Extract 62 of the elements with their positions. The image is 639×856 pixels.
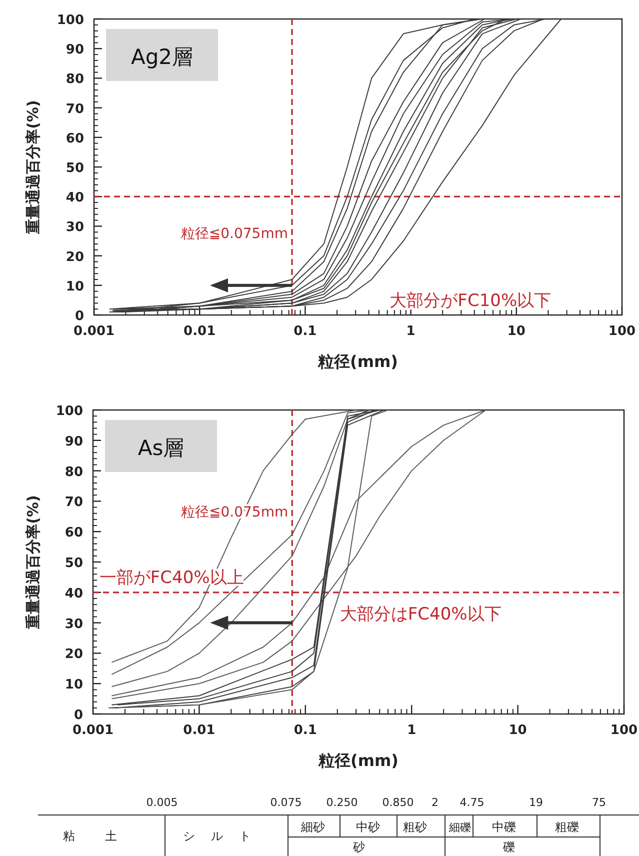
x-tick-label: 0.01 [184,324,216,339]
annotation: 大部分がFC10%以下 [390,291,552,312]
text: 0.850 [382,796,414,809]
y-tick-label: 80 [66,72,84,88]
x-tick-label: 10 [508,723,527,738]
y-tick-label: 50 [66,161,84,176]
y-axis-title: 重量通過百分率(%) [24,495,42,630]
x-tick-label: 10 [507,324,526,339]
annotation: 粒径≦0.075mm [180,226,288,242]
y-tick-label: 0 [74,309,84,324]
y-tick-label: 40 [66,190,84,206]
x-tick-label: 0.1 [294,723,317,738]
text: 細砂 [300,820,325,834]
y-tick-label: 30 [64,616,83,632]
text: Ag2層 [130,45,194,69]
x-tick-label: 1 [407,723,416,738]
y-axis-title: 重量通過百分率(%) [24,100,42,235]
y-tick-label: 100 [56,13,84,28]
y-tick-label: 40 [64,586,83,602]
text: 細礫 [448,821,471,834]
text: 0.075 [270,796,302,809]
y-tick-label: 60 [66,131,84,146]
x-axis-title: 粒径(mm) [318,751,398,770]
y-tick-label: 20 [64,647,83,662]
text: 0.005 [146,796,178,809]
text: 2 [432,796,438,809]
text: 粗礫 [555,820,579,834]
y-tick-label: 70 [66,102,84,117]
x-tick-label: 0.01 [183,723,216,738]
y-tick-label: 10 [64,678,83,693]
x-tick-label: 0.001 [72,723,114,738]
text: 粗砂 [403,820,427,834]
text: 中礫 [492,820,516,834]
text: As層 [138,436,184,460]
y-tick-label: 90 [66,42,84,58]
y-tick-label: 30 [66,220,84,236]
y-tick-label: 90 [64,434,83,450]
y-tick-label: 0 [74,708,83,723]
y-tick-label: 50 [64,556,83,571]
annotation: 一部がFC40%以上 [99,568,244,588]
y-tick-label: 10 [66,279,84,294]
text: 粘土 [63,829,147,843]
y-tick-label: 70 [64,495,83,510]
text: 0.250 [326,796,358,809]
x-tick-label: 100 [608,324,636,339]
annotation: 大部分はFC40%以下 [340,604,502,625]
text: 礫 [502,840,515,854]
text: 4.75 [460,796,484,809]
x-axis-title: 粒径(mm) [317,352,398,371]
text: シルト [183,829,267,843]
y-tick-label: 20 [66,250,84,265]
x-tick-label: 100 [610,723,638,738]
x-tick-label: 0.1 [294,324,317,339]
x-tick-label: 0.001 [73,324,115,339]
x-tick-label: 1 [406,324,416,339]
y-tick-label: 100 [56,404,83,419]
text: 75 [592,796,606,809]
text: 砂 [352,840,365,854]
y-tick-label: 80 [64,464,83,480]
text: 19 [529,796,543,809]
y-tick-label: 60 [64,526,83,541]
text: 中砂 [356,820,380,834]
